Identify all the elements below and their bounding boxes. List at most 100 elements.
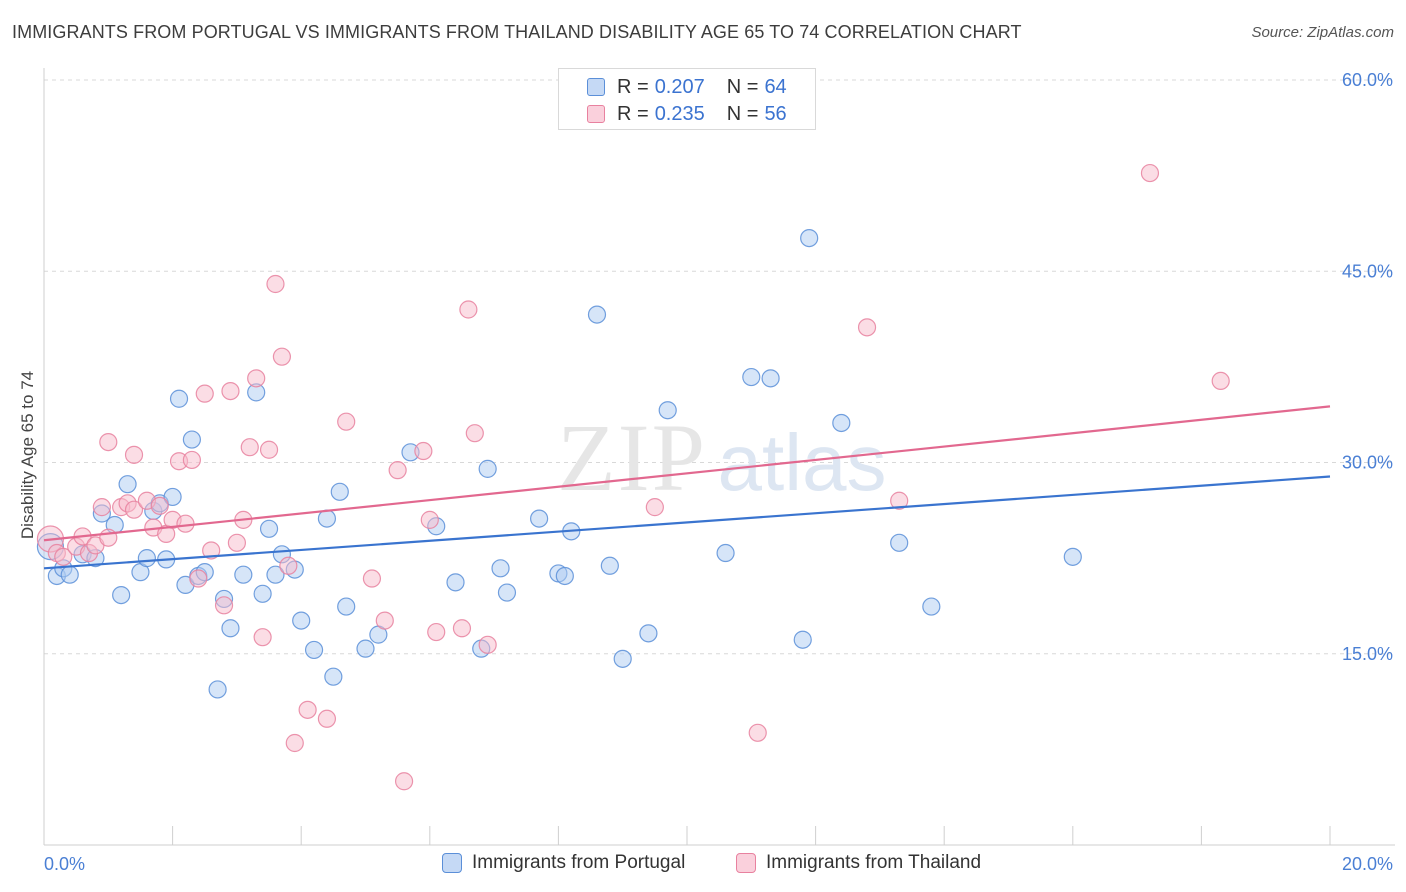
point-thailand[interactable] — [388, 461, 407, 480]
point-portugal[interactable] — [259, 519, 279, 538]
point-portugal[interactable] — [118, 475, 137, 494]
point-portugal[interactable] — [304, 640, 324, 660]
point-thailand[interactable] — [253, 628, 272, 647]
point-thailand[interactable] — [54, 547, 73, 566]
point-portugal[interactable] — [890, 533, 909, 552]
y-tick-label: 15.0% — [1342, 644, 1393, 664]
point-portugal[interactable] — [800, 229, 819, 248]
point-thailand[interactable] — [124, 445, 144, 464]
point-thailand[interactable] — [279, 556, 298, 575]
point-thailand[interactable] — [214, 596, 234, 615]
point-portugal[interactable] — [221, 619, 240, 638]
point-thailand[interactable] — [337, 412, 356, 431]
point-thailand[interactable] — [459, 300, 478, 319]
tick-labels: 15.0% 30.0% 45.0% 60.0% 0.0% 20.0% — [44, 70, 1393, 874]
point-thailand[interactable] — [176, 514, 195, 533]
point-portugal[interactable] — [163, 487, 182, 507]
point-portugal[interactable] — [446, 573, 465, 592]
point-portugal[interactable] — [922, 597, 941, 616]
point-portugal[interactable] — [112, 585, 131, 605]
point-portugal[interactable] — [742, 367, 761, 387]
point-portugal[interactable] — [491, 559, 510, 578]
point-thailand[interactable] — [420, 510, 439, 529]
point-portugal[interactable] — [137, 549, 156, 568]
point-thailand[interactable] — [465, 424, 484, 443]
point-thailand[interactable] — [427, 622, 446, 642]
point-thailand[interactable] — [394, 772, 414, 791]
point-portugal[interactable] — [1063, 547, 1082, 566]
point-thailand[interactable] — [375, 611, 394, 630]
stats-legend: R = 0.207 N = 64 R = 0.235 N = 56 — [558, 68, 816, 130]
point-thailand[interactable] — [317, 709, 337, 728]
point-portugal[interactable] — [330, 482, 349, 501]
point-portugal[interactable] — [761, 369, 780, 388]
point-thailand[interactable] — [890, 491, 909, 510]
point-thailand[interactable] — [298, 700, 317, 719]
y-tick-label: 45.0% — [1342, 261, 1393, 281]
point-thailand[interactable] — [362, 569, 382, 588]
stats-row-thailand: R = 0.235 N = 56 — [587, 102, 787, 126]
point-thailand[interactable] — [150, 496, 169, 515]
point-thailand[interactable] — [92, 498, 111, 517]
point-thailand[interactable] — [227, 533, 246, 552]
point-thailand[interactable] — [182, 450, 201, 470]
point-thailand[interactable] — [99, 433, 118, 452]
point-portugal[interactable] — [613, 649, 632, 668]
point-portugal[interactable] — [266, 565, 285, 584]
n-value: 64 — [764, 75, 787, 98]
r-value: 0.235 — [654, 102, 705, 125]
legend-item-thailand[interactable]: Immigrants from Thailand — [736, 852, 981, 874]
point-thailand[interactable] — [99, 528, 118, 547]
point-thailand[interactable] — [221, 382, 240, 401]
point-portugal[interactable] — [530, 509, 549, 528]
stats-row-portugal: R = 0.207 N = 64 — [587, 75, 787, 99]
portugal-swatch — [587, 78, 605, 96]
point-portugal[interactable] — [555, 566, 574, 586]
point-portugal[interactable] — [658, 401, 677, 420]
legend-item-portugal[interactable]: Immigrants from Portugal — [442, 852, 685, 874]
point-portugal[interactable] — [497, 583, 517, 602]
point-thailand[interactable] — [266, 274, 285, 294]
point-thailand[interactable] — [645, 498, 664, 517]
point-thailand[interactable] — [857, 318, 877, 337]
point-thailand[interactable] — [1211, 371, 1230, 390]
point-thailand[interactable] — [272, 347, 292, 366]
point-portugal[interactable] — [337, 597, 356, 616]
point-portugal[interactable] — [356, 639, 375, 658]
point-portugal[interactable] — [169, 389, 189, 408]
watermark-zip: ZIP — [557, 404, 707, 511]
point-thailand[interactable] — [189, 569, 208, 588]
point-thailand[interactable] — [259, 440, 279, 459]
y-tick-label: 30.0% — [1342, 453, 1393, 473]
point-thailand[interactable] — [478, 635, 497, 654]
point-thailand[interactable] — [195, 384, 214, 403]
point-portugal[interactable] — [793, 630, 812, 649]
point-portugal[interactable] — [253, 584, 272, 603]
point-thailand[interactable] — [240, 438, 259, 457]
point-portugal[interactable] — [324, 667, 343, 686]
point-thailand[interactable] — [1140, 163, 1160, 183]
point-portugal[interactable] — [716, 543, 735, 563]
point-portugal[interactable] — [478, 459, 497, 478]
point-portugal[interactable] — [317, 509, 337, 528]
y-axis-label: Disability Age 65 to 74 — [18, 371, 37, 539]
point-thailand[interactable] — [414, 441, 433, 461]
point-thailand[interactable] — [748, 723, 767, 742]
point-portugal[interactable] — [292, 611, 311, 630]
point-portugal[interactable] — [60, 565, 79, 584]
point-thailand[interactable] — [247, 369, 266, 388]
chart-title: IMMIGRANTS FROM PORTUGAL VS IMMIGRANTS F… — [12, 22, 1022, 42]
point-thailand[interactable] — [285, 733, 304, 753]
point-portugal[interactable] — [182, 430, 201, 449]
point-thailand[interactable] — [202, 541, 221, 560]
point-portugal[interactable] — [234, 565, 253, 584]
point-portugal[interactable] — [639, 624, 658, 643]
point-portugal[interactable] — [208, 680, 227, 699]
point-thailand[interactable] — [452, 619, 472, 638]
point-portugal[interactable] — [832, 413, 851, 433]
trend-line-portugal — [43, 475, 1331, 570]
point-portugal[interactable] — [587, 305, 607, 324]
point-thailand[interactable] — [124, 500, 144, 519]
point-portugal[interactable] — [600, 556, 619, 575]
